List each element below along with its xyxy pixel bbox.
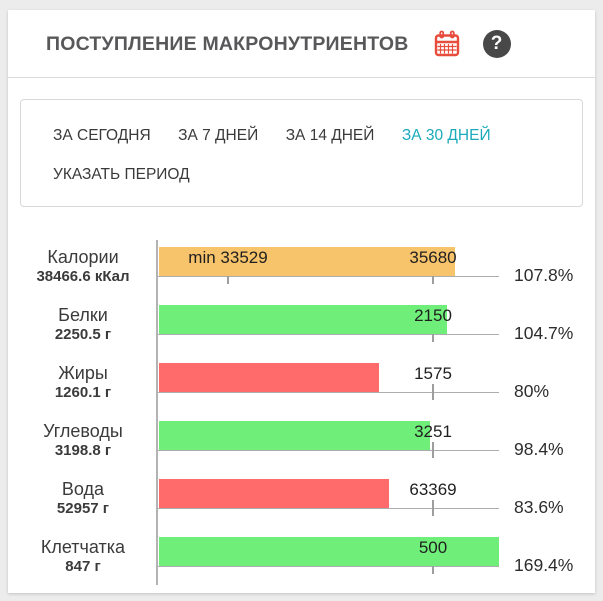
period-tabs-row-1: ЗА СЕГОДНЯ ЗА 7 ДНЕЙ ЗА 14 ДНЕЙ ЗА 30 ДН… (53, 127, 562, 145)
period-selector: ЗА СЕГОДНЯ ЗА 7 ДНЕЙ ЗА 14 ДНЕЙ ЗА 30 ДН… (20, 99, 583, 207)
min-norm-value-label: min 33529 (188, 248, 268, 267)
row-label: Углеводы 3198.8 г (8, 393, 158, 459)
row-plot-area: 63369 (158, 451, 499, 516)
row-label: Белки 2250.5 г (8, 277, 158, 343)
nutrient-name: Белки (58, 305, 108, 325)
bar (159, 421, 430, 450)
bar (159, 537, 499, 566)
percent-of-norm: 83.6% (514, 497, 564, 517)
bar (159, 305, 447, 334)
tab-custom-period[interactable]: УКАЗАТЬ ПЕРИОД (53, 166, 190, 183)
bar (159, 479, 389, 508)
norm-tick (432, 442, 434, 458)
nutrient-amount: 847 г (65, 558, 101, 575)
page-title: ПОСТУПЛЕНИЕ МАКРОНУТРИЕНТОВ (46, 32, 409, 55)
percent-of-norm: 104.7% (514, 323, 574, 343)
chart-row-water: Вода 52957 г 63369 83.6% (8, 451, 595, 517)
nutrient-amount: 1260.1 г (54, 384, 112, 401)
nutrient-name: Калории (47, 247, 119, 267)
norm-value-label: 35680 (409, 248, 457, 267)
tab-14-days[interactable]: ЗА 14 ДНЕЙ (285, 127, 375, 144)
nutrient-amount: 52957 г (56, 500, 110, 517)
row-axis-line (158, 450, 499, 451)
norm-tick (432, 326, 434, 342)
help-icon[interactable]: ? (482, 30, 511, 58)
row-label: Вода 52957 г (8, 451, 158, 517)
norm-tick (432, 558, 434, 574)
nutrient-name: Углеводы (43, 421, 123, 441)
norm-value-label: 500 (418, 538, 448, 557)
norm-value-label: 2150 (414, 306, 452, 325)
row-label: Жиры 1260.1 г (8, 335, 158, 401)
nutrient-name: Вода (61, 479, 105, 499)
period-tabs-row-2: УКАЗАТЬ ПЕРИОД (53, 166, 562, 184)
row-plot-area: 1575 (158, 335, 499, 400)
norm-tick (432, 500, 434, 516)
tab-30-days[interactable]: ЗА 30 ДНЕЙ (401, 127, 491, 144)
row-axis-line (158, 392, 499, 393)
norm-value-label: 3251 (414, 422, 452, 441)
norm-value-label: 63369 (409, 480, 457, 499)
row-label: Калории 38466.6 кКал (8, 219, 158, 285)
norm-tick (432, 268, 434, 284)
tab-7-days[interactable]: ЗА 7 ДНЕЙ (178, 127, 259, 144)
min-norm-tick (227, 268, 229, 284)
row-axis-line (158, 334, 499, 335)
row-plot-area: 500 (158, 509, 499, 574)
chart-row-fats: Жиры 1260.1 г 1575 80% (8, 335, 595, 401)
row-plot-area: 2150 (158, 277, 499, 342)
calendar-icon[interactable] (433, 30, 461, 58)
chart-row-carbs: Углеводы 3198.8 г 3251 98.4% (8, 393, 595, 459)
chart-row-proteins: Белки 2250.5 г 2150 104.7% (8, 277, 595, 343)
percent-of-norm: 169.4% (514, 555, 574, 575)
nutrient-amount: 3198.8 г (54, 442, 112, 459)
widget-header: ПОСТУПЛЕНИЕ МАКРОНУТРИЕНТОВ ? (8, 10, 595, 78)
row-axis-line (158, 566, 499, 567)
tab-today[interactable]: ЗА СЕГОДНЯ (53, 127, 151, 144)
chart-baseline (156, 240, 158, 585)
bar (159, 247, 456, 276)
nutrient-name: Клетчатка (40, 537, 126, 557)
chart-row-fiber: Клетчатка 847 г 500 169.4% (8, 509, 595, 575)
norm-tick (432, 384, 434, 400)
macronutrients-widget: ПОСТУПЛЕНИЕ МАКРОНУТРИЕНТОВ ? ЗА СЕГОДНЯ… (8, 10, 595, 593)
percent-of-norm: 107.8% (514, 265, 574, 285)
row-label: Клетчатка 847 г (8, 509, 158, 575)
norm-value-label: 1575 (414, 364, 452, 383)
percent-of-norm: 98.4% (514, 439, 564, 459)
chart-row-calories: Калории 38466.6 кКал min 33529 35680 107… (8, 219, 595, 285)
nutrient-name: Жиры (58, 363, 108, 383)
help-glyph: ? (482, 30, 511, 58)
row-plot-area: 3251 (158, 393, 499, 458)
nutrient-amount: 2250.5 г (54, 326, 112, 343)
nutrient-amount: 38466.6 кКал (36, 268, 130, 285)
row-axis-line (158, 508, 499, 509)
row-axis-line (158, 276, 499, 277)
percent-of-norm: 80% (514, 381, 550, 401)
macronutrients-chart: Калории 38466.6 кКал min 33529 35680 107… (8, 219, 595, 585)
bar (159, 363, 379, 392)
row-plot-area: min 33529 35680 (158, 219, 499, 284)
